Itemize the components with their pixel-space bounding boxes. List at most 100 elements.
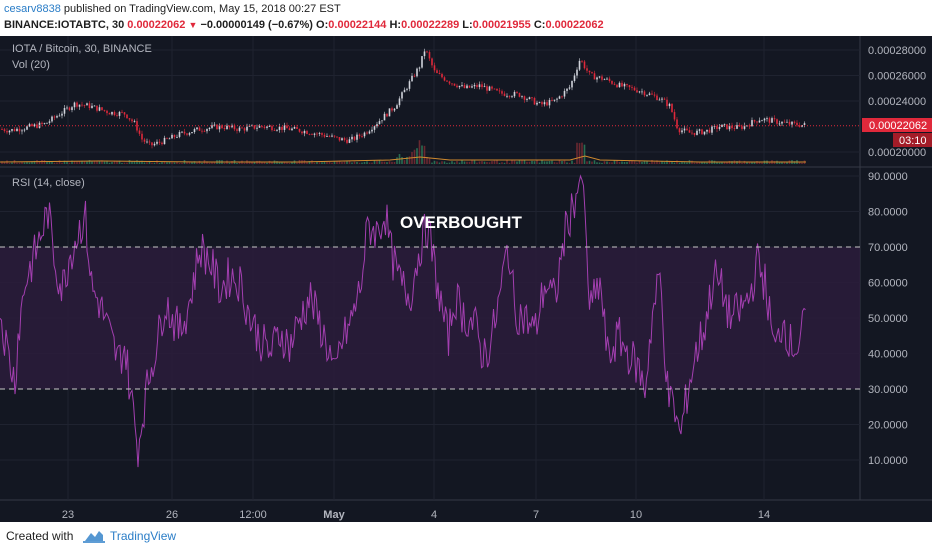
candle-body — [93, 105, 96, 107]
volume-bar — [83, 161, 86, 164]
candle-body — [666, 99, 668, 107]
candle-body — [421, 56, 423, 68]
candle-body — [378, 121, 381, 125]
candle-body — [606, 78, 608, 80]
candle-body — [126, 114, 128, 119]
volume-bar — [91, 161, 93, 164]
volume-bar — [211, 162, 213, 164]
candle-body — [438, 73, 441, 74]
volume-bar — [131, 161, 133, 164]
volume-bar — [408, 156, 411, 164]
candle-body — [88, 103, 91, 108]
candle-body — [236, 129, 238, 131]
volume-bar — [196, 162, 198, 164]
volume-bar — [48, 160, 51, 164]
candle-body — [648, 93, 651, 95]
volume-bar — [531, 160, 533, 164]
candle-body — [73, 102, 76, 108]
candle-body — [196, 127, 198, 130]
candle-body — [398, 98, 401, 106]
candle-body — [578, 60, 581, 70]
candle-body — [473, 84, 476, 87]
candle-body — [381, 120, 383, 122]
candle-body — [663, 98, 666, 100]
volume-bar — [701, 162, 703, 164]
rsi-pane-title: RSI (14, close) — [12, 177, 85, 189]
candle-body — [741, 126, 743, 129]
volume-bar — [171, 162, 173, 164]
volume-bar — [71, 160, 73, 164]
candle-body — [191, 132, 193, 134]
volume-bar — [161, 162, 163, 164]
volume-bar — [576, 142, 578, 164]
chart-area[interactable]: 0.00028000 0.00026000 0.00024000 0.00020000… — [0, 36, 932, 522]
volume-bar — [343, 161, 346, 164]
author-link[interactable]: cesarv8838 — [4, 3, 61, 15]
candle-body — [561, 96, 563, 98]
volume-bar — [391, 161, 393, 164]
candle-body — [793, 121, 796, 123]
candle-body — [133, 121, 136, 122]
candle-body — [343, 138, 346, 140]
volume-bar — [636, 162, 638, 164]
candle-body — [426, 51, 428, 53]
candle-body — [258, 125, 261, 128]
volume-layer — [0, 140, 806, 164]
volume-bar — [421, 145, 423, 164]
volume-bar — [261, 161, 263, 164]
candle-body — [21, 130, 23, 132]
candle-body — [318, 133, 321, 134]
candle-body — [1, 129, 3, 130]
candle-body — [676, 119, 678, 129]
volume-bar — [686, 162, 688, 164]
volume-bar — [331, 162, 333, 164]
volume-bar — [748, 162, 751, 164]
candle-body — [81, 104, 83, 106]
candle-body — [701, 129, 703, 135]
volume-bar — [316, 161, 318, 164]
candle-body — [371, 129, 373, 132]
candle-body — [206, 129, 208, 132]
volume-bar — [243, 162, 246, 164]
candle-body — [588, 70, 591, 73]
volume-bar — [228, 162, 231, 164]
candle-body — [646, 94, 648, 96]
candle-body — [401, 92, 403, 99]
candle-body — [268, 126, 271, 127]
volume-bar — [381, 161, 383, 164]
candle-body — [108, 113, 111, 115]
candle-body — [256, 127, 258, 129]
candle-body — [388, 108, 391, 117]
candle-body — [376, 124, 378, 127]
candle-body — [248, 125, 251, 127]
tradingview-brand-link[interactable]: TradingView — [110, 529, 177, 543]
chart-canvas[interactable]: 0.00028000 0.00026000 0.00024000 0.00020000… — [0, 36, 932, 522]
candle-body — [471, 86, 473, 88]
candle-body — [56, 116, 58, 118]
x-tick-label: 14 — [758, 509, 770, 521]
candle-body — [188, 133, 191, 135]
volume-bar — [386, 162, 388, 164]
volume-bar — [446, 162, 448, 164]
candle-body — [766, 118, 768, 120]
candle-body — [698, 129, 701, 131]
candle-body — [518, 92, 521, 97]
volume-bar — [26, 161, 28, 164]
candle-body — [791, 121, 793, 125]
volume-bar — [166, 162, 168, 164]
volume-bar — [438, 162, 441, 164]
volume-bar — [121, 162, 123, 164]
volume-bar — [463, 161, 466, 164]
created-with-text: Created with — [6, 529, 74, 543]
volume-bar — [481, 161, 483, 164]
candle-body — [308, 134, 311, 135]
volume-bar — [148, 160, 151, 164]
volume-bar — [11, 162, 13, 164]
volume-bar — [281, 161, 283, 164]
candle-body — [201, 130, 203, 132]
candle-body — [218, 125, 221, 130]
candle-body — [361, 136, 363, 137]
volume-bar — [141, 160, 143, 164]
volume-bar — [768, 162, 771, 164]
candle-body — [633, 87, 636, 91]
